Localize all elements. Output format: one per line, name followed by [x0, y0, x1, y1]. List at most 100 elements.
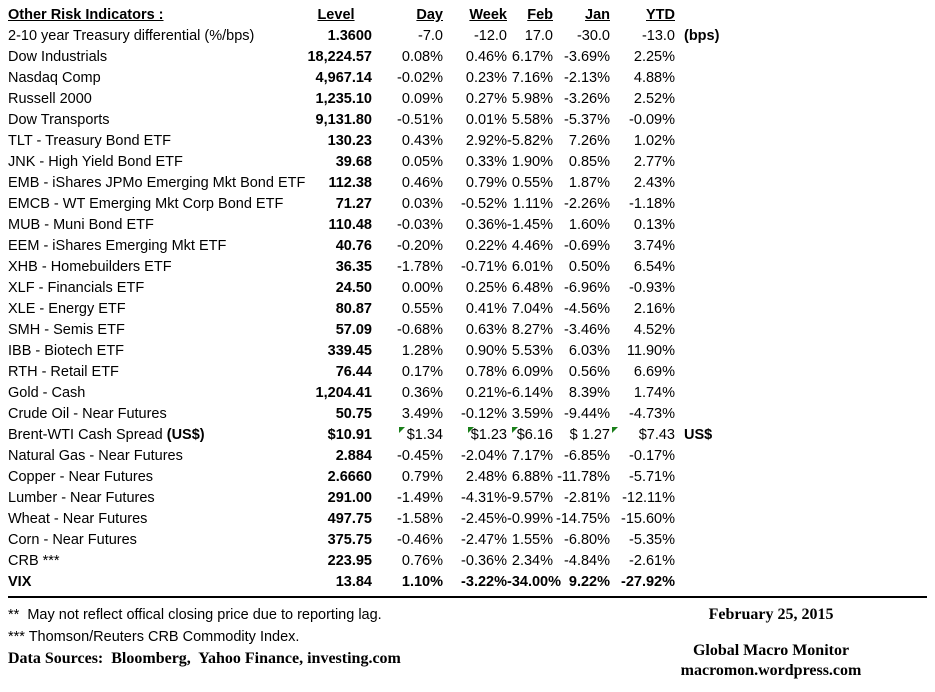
metric-label: TLT - Treasury Bond ETF [8, 133, 172, 149]
jan-value: -30.0 [576, 28, 610, 44]
jan-value: -2.26% [564, 196, 610, 212]
table-row: EMCB - WT Emerging Mkt Corp Bond ETF 71.2… [8, 194, 927, 215]
day-value: -1.78% [397, 259, 443, 275]
metric-label: IBB - Biotech ETF [8, 343, 125, 359]
cell-comment-flag-icon [512, 427, 518, 433]
level-value: 130.23 [327, 133, 372, 149]
day-value: 3.49% [401, 406, 443, 422]
day-value: 0.08% [401, 49, 443, 65]
feb-value: 7.04% [511, 301, 553, 317]
feb-value: 1.11% [512, 196, 553, 212]
feb-value: 6.88% [511, 469, 553, 485]
table-row: XLF - Financials ETF 24.50 0.00% 0.25% 6.48%… [8, 278, 927, 299]
table-row: EMB - iShares JPMo Emerging Mkt Bond ETF… [8, 173, 927, 194]
jan-value: 0.56% [568, 364, 610, 380]
day-value: -0.45% [397, 448, 443, 464]
jan-value: 6.03% [568, 343, 610, 359]
level-value: 2.884 [335, 448, 372, 464]
column-header-ytd: YTD [646, 7, 675, 23]
metric-label: Wheat - Near Futures [8, 511, 148, 527]
table-row: CRB *** 223.95 0.76% -0.36% 2.34% -4.84% -2.61… [8, 551, 927, 572]
footnote-crb-index: *** Thomson/Reuters CRB Commodity Index. [8, 629, 300, 645]
feb-value: 6.01% [511, 259, 553, 275]
day-value: 0.09% [401, 91, 443, 107]
day-value: 0.03% [401, 196, 443, 212]
week-value: 0.36% [465, 217, 507, 233]
table-row: 2-10 year Treasury differential (%/bps) 1… [8, 26, 927, 47]
ytd-value: -13.0 [641, 28, 675, 44]
feb-value: 17.0 [524, 28, 553, 44]
jan-value: -2.81% [564, 490, 610, 506]
jan-value: -6.80% [564, 532, 610, 548]
cell-comment-flag-icon [468, 427, 474, 433]
table-row: Nasdaq Comp 4,967.14 -0.02% 0.23% 7.16% -2.13… [8, 68, 927, 89]
feb-value: 5.98% [511, 91, 553, 107]
feb-value: 4.46% [511, 238, 553, 254]
ytd-value: -5.71% [629, 469, 675, 485]
table-row: RTH - Retail ETF 76.44 0.17% 0.78% 6.09% 0.56… [8, 362, 927, 383]
ytd-value: 0.13% [633, 217, 675, 233]
column-header-week: Week [469, 7, 507, 23]
week-value: 0.78% [465, 364, 507, 380]
level-value: 375.75 [327, 532, 372, 548]
level-value: 1,235.10 [315, 91, 372, 107]
feb-value: -0.99% [507, 511, 553, 527]
day-value: 0.43% [401, 133, 443, 149]
table-title-cell: Other Risk Indicators : [8, 5, 300, 26]
report-date: February 25, 2015 [708, 606, 834, 623]
day-value: -1.58% [397, 511, 443, 527]
ytd-value: 1.02% [633, 133, 675, 149]
week-value: 0.79% [465, 175, 507, 191]
metric-label: JNK - High Yield Bond ETF [8, 154, 183, 170]
jan-value: -4.56% [564, 301, 610, 317]
table-row: JNK - High Yield Bond ETF 39.68 0.05% 0.33%… [8, 152, 927, 173]
feb-value: -5.82% [507, 133, 553, 149]
metric-label: RTH - Retail ETF [8, 364, 119, 380]
level-value: 110.48 [328, 217, 372, 233]
table-row: SMH - Semis ETF 57.09 -0.68% 0.63% 8.27% -3.4… [8, 320, 927, 341]
week-value: 0.25% [465, 280, 507, 296]
week-value: 0.01% [465, 112, 507, 128]
day-value: -0.03% [397, 217, 443, 233]
feb-value: 0.55% [511, 175, 553, 191]
day-value: $1.34 [406, 427, 443, 443]
risk-indicators-table: Other Risk Indicators : Level Day Week F… [8, 5, 927, 598]
level-value: 24.50 [335, 280, 372, 296]
table-row: XHB - Homebuilders ETF 36.35 -1.78% -0.71% 6… [8, 257, 927, 278]
metric-label: XLE - Energy ETF [8, 301, 126, 317]
level-value: 80.87 [335, 301, 372, 317]
table-row: Dow Transports 9,131.80 -0.51% 0.01% 5.58% -5… [8, 110, 927, 131]
ytd-value: -27.92% [620, 574, 675, 590]
metric-label: Nasdaq Comp [8, 70, 101, 86]
table-header-row: Other Risk Indicators : Level Day Week F… [8, 5, 927, 26]
ytd-value: -4.73% [629, 406, 675, 422]
level-value: 71.27 [335, 196, 372, 212]
level-value: 2.6660 [327, 469, 372, 485]
week-value: 0.22% [465, 238, 507, 254]
week-value: -2.47% [461, 532, 507, 548]
ytd-value: -15.60% [620, 511, 675, 527]
metric-label: 2-10 year Treasury differential (%/bps) [8, 28, 255, 44]
week-value: 0.21% [465, 385, 507, 401]
feb-value: 2.34% [511, 553, 553, 569]
table-row: EEM - iShares Emerging Mkt ETF 40.76 -0.20… [8, 236, 927, 257]
table-row: Copper - Near Futures 2.6660 0.79% 2.48% 6.8… [8, 467, 927, 488]
ytd-value: 4.88% [633, 70, 675, 86]
jan-value: -3.69% [564, 49, 610, 65]
extra-value: US$ [684, 427, 713, 443]
level-value: 36.35 [335, 259, 372, 275]
footnotes-block: ** May not reflect offical closing price… [8, 605, 615, 681]
week-value: 0.23% [465, 70, 507, 86]
jan-value: -6.96% [564, 280, 610, 296]
level-value: 76.44 [335, 364, 372, 380]
metric-label: Corn - Near Futures [8, 532, 137, 548]
jan-value: 9.22% [568, 574, 610, 590]
feb-value: 3.59% [511, 406, 553, 422]
metric-label: EMB - iShares JPMo Emerging Mkt Bond ETF [8, 175, 306, 191]
week-value: -3.22% [461, 574, 507, 590]
ytd-value: 3.74% [633, 238, 675, 254]
ytd-value: -0.17% [629, 448, 675, 464]
table-row: Brent-WTI Cash Spread (US$) $10.91 $1.34 $1… [8, 425, 927, 446]
feb-value: 7.17% [511, 448, 553, 464]
table-title: Other Risk Indicators : [8, 7, 164, 23]
